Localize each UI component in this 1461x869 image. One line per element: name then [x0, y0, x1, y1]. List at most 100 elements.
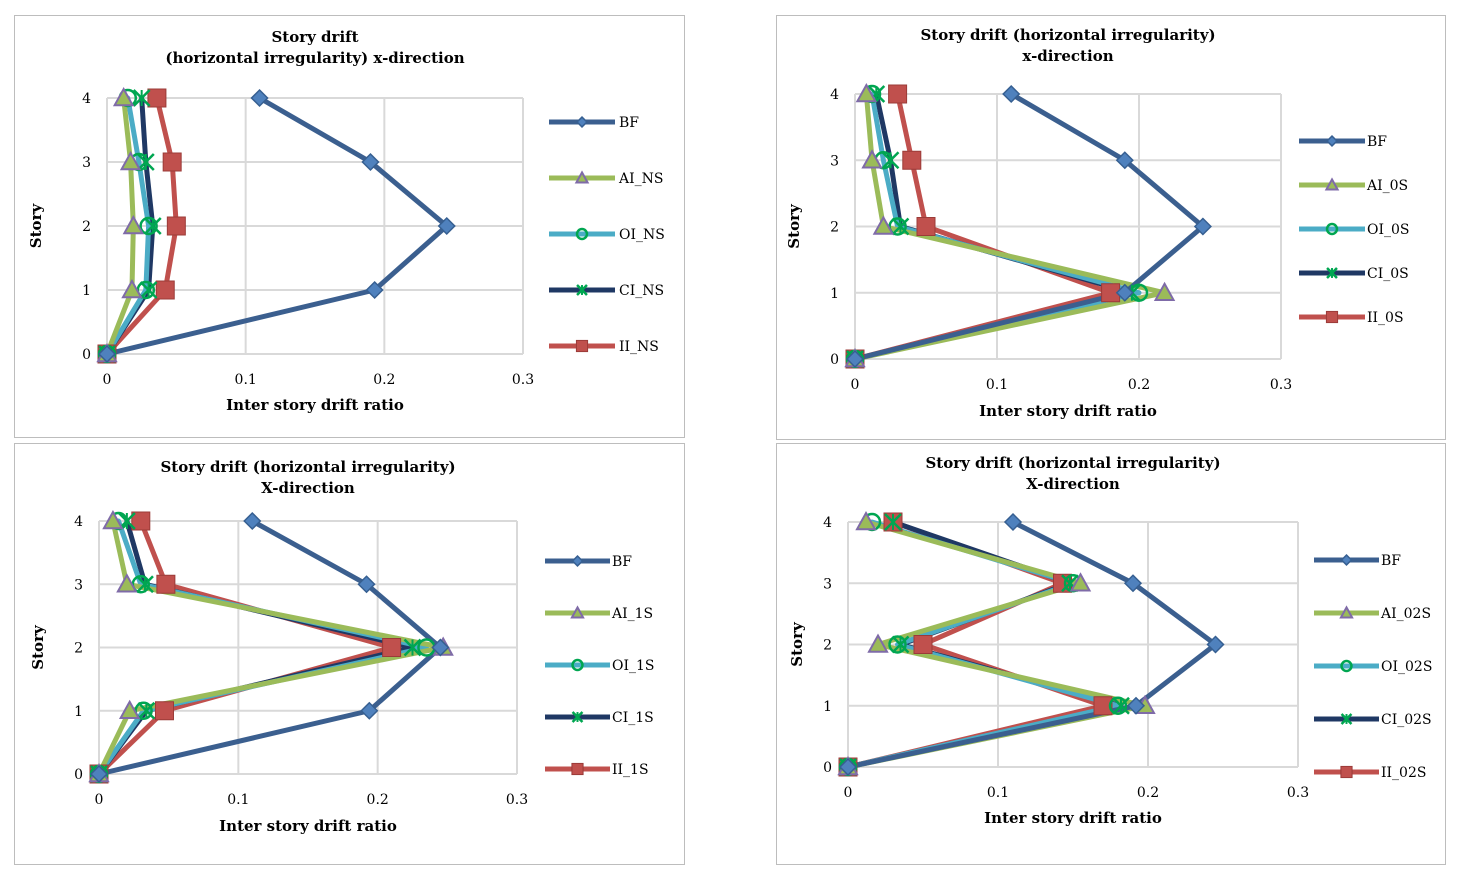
x-tick-label: 0.2	[1128, 377, 1150, 393]
data-point	[1002, 84, 1021, 104]
y-tick-label: 2	[74, 641, 83, 657]
data-point	[845, 349, 865, 369]
legend-marker	[576, 284, 588, 296]
x-tick-label: 0.2	[367, 792, 389, 808]
legend-label: AI_0S	[1366, 178, 1408, 194]
chart-panel-3: Story drift (horizontal irregularity) X-d…	[14, 443, 685, 865]
chart-title-line: (horizontal irregularity) x-direction	[165, 49, 464, 67]
data-point	[97, 344, 117, 364]
data-point	[872, 215, 895, 235]
data-point	[1003, 512, 1023, 532]
data-point	[112, 86, 135, 107]
legend: BF AI_1S OI_1S CI_1S II_1S	[545, 554, 655, 778]
legend-marker	[1339, 605, 1354, 619]
x-tick-label: 0.3	[1270, 377, 1292, 393]
chart-svg-4: Story drift (horizontal irregularity) X-d…	[788, 454, 1432, 827]
data-point	[1115, 151, 1134, 170]
legend-label: BF	[619, 115, 639, 131]
data-point	[119, 150, 142, 171]
legend-label: II_NS	[619, 339, 659, 355]
legend-marker	[1325, 222, 1339, 236]
series-line-OI_1S	[96, 518, 429, 777]
chart-svg-3: Story drift (horizontal irregularity) X-d…	[29, 458, 655, 835]
x-axis-title: Inter story drift ratio	[984, 809, 1162, 827]
series-line-OI_NS	[104, 95, 152, 357]
data-point	[139, 216, 158, 236]
y-tick-label: 2	[830, 220, 839, 236]
chart-svg-1: Story drift (horizontal irregularity) x-d…	[27, 28, 665, 414]
data-point	[902, 150, 922, 170]
data-point	[155, 280, 175, 300]
y-tick-label: 3	[74, 577, 83, 593]
data-point	[137, 701, 156, 720]
series-markers-II_NS	[97, 88, 186, 364]
y-axis-title: Story	[788, 621, 806, 667]
data-point	[431, 638, 450, 657]
legend-marker	[571, 554, 584, 568]
data-point	[867, 633, 889, 653]
data-point	[154, 701, 174, 721]
data-point	[855, 82, 878, 103]
chart-panel-2: Story drift (horizontal irregularity) x-d…	[776, 15, 1446, 440]
chart-panel-4: Story drift (horizontal irregularity) X-d…	[776, 443, 1446, 865]
y-tick-label: 1	[830, 286, 839, 302]
chart-title-line: X-direction	[1026, 475, 1120, 493]
data-point	[888, 84, 908, 104]
y-tick-label: 4	[830, 87, 839, 103]
legend-marker	[574, 170, 590, 184]
legend-label: CI_1S	[612, 710, 654, 726]
data-point	[838, 757, 858, 777]
x-tick-label: 0	[103, 372, 112, 388]
x-tick-label: 0.1	[227, 792, 249, 808]
data-point	[162, 152, 182, 172]
data-point	[1112, 696, 1130, 715]
legend-marker	[571, 658, 584, 672]
gridlines	[98, 520, 518, 775]
x-tick-label: 0.1	[235, 372, 257, 388]
data-point	[243, 511, 262, 531]
legend-label: OI_02S	[1381, 659, 1432, 675]
data-point	[403, 638, 422, 657]
y-tick-label: 3	[82, 155, 91, 171]
y-tick-label: 4	[823, 515, 832, 531]
data-point	[250, 88, 269, 108]
legend-label: BF	[612, 554, 632, 570]
data-point	[1153, 281, 1176, 301]
y-axis-title: Story	[27, 203, 45, 249]
data-point	[888, 635, 907, 654]
legend-label: BF	[1367, 134, 1387, 150]
x-tick-label: 0.2	[1137, 785, 1159, 801]
series-markers-AI_NS	[96, 86, 145, 363]
data-point	[1126, 696, 1146, 715]
data-point	[122, 214, 145, 235]
legend-label: AI_02S	[1380, 606, 1431, 622]
data-point	[1206, 635, 1225, 654]
y-tick-label: 0	[74, 767, 83, 783]
series-markers-BF	[97, 88, 456, 364]
legend-marker	[575, 227, 589, 241]
series-markers-BF	[838, 512, 1225, 777]
legend-label: OI_0S	[1367, 222, 1410, 238]
data-point	[1069, 572, 1092, 592]
legend: BF AI_02S OI_02S CI_02S II_02S	[1314, 553, 1432, 781]
data-point	[916, 217, 936, 236]
y-tick-label: 1	[82, 283, 91, 299]
y-tick-label: 0	[830, 352, 839, 368]
data-point	[1093, 696, 1113, 716]
y-tick-label: 4	[82, 91, 91, 107]
x-axis-title: Inter story drift ratio	[979, 402, 1157, 420]
data-point	[139, 281, 158, 299]
legend-label: II_0S	[1367, 310, 1404, 326]
y-tick-label: 4	[74, 514, 83, 530]
legend-label: AI_NS	[618, 171, 663, 187]
legend-marker	[1325, 310, 1339, 324]
legend-marker	[1340, 713, 1353, 725]
legend-marker	[575, 339, 589, 353]
y-axis-title: Story	[785, 203, 803, 249]
legend-marker	[570, 605, 585, 619]
data-point	[361, 152, 380, 172]
data-point	[1108, 696, 1128, 715]
chart-panel-1: Story drift (horizontal irregularity) x-d…	[14, 15, 685, 438]
data-point	[861, 149, 883, 169]
legend: BF AI_NS OI_NS CI_NS II_NS	[549, 115, 665, 355]
